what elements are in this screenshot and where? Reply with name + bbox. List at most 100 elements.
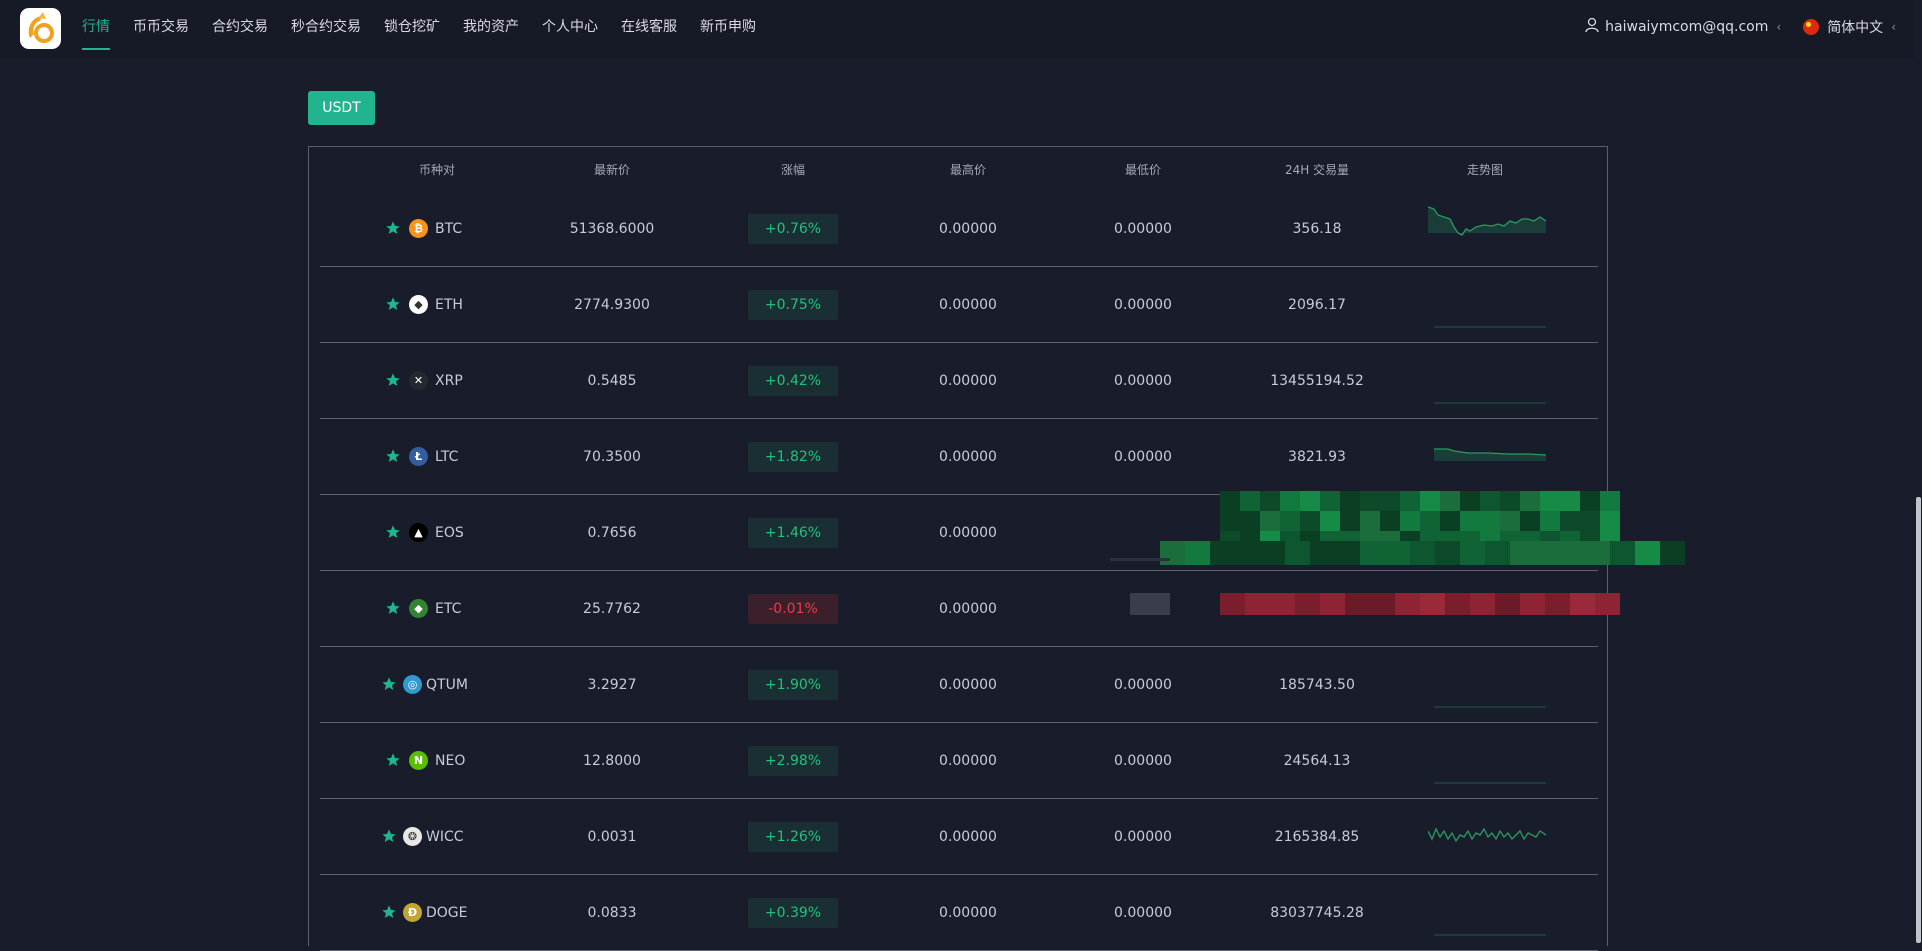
volume-cell: 185743.50: [1279, 677, 1355, 693]
favorite-star-icon[interactable]: [381, 828, 397, 844]
nav-item-0[interactable]: 行情: [82, 0, 110, 58]
favorite-star-icon[interactable]: [385, 296, 401, 312]
user-email[interactable]: haiwaiymcom@qq.com: [1605, 19, 1769, 35]
low-cell: 0.00000: [1114, 449, 1172, 465]
favorite-star-icon[interactable]: [381, 676, 397, 692]
coin-symbol[interactable]: QTUM: [426, 677, 468, 693]
volume-cell: 2165384.85: [1274, 829, 1360, 845]
chevron-left-icon[interactable]: ‹: [1776, 20, 1782, 34]
favorite-star-icon[interactable]: [385, 600, 401, 616]
table-row[interactable]: ▲ EOS 0.7656 0.00000 +1.46%: [320, 495, 1598, 571]
ltc-coin-icon: Ł: [409, 447, 428, 466]
nav-item-6[interactable]: 个人中心: [542, 19, 598, 35]
qtum-coin-icon: ◎: [403, 675, 422, 694]
nav-item-1[interactable]: 币币交易: [133, 19, 189, 35]
high-cell: 0.00000: [939, 373, 997, 389]
mosaic-block: [1660, 541, 1685, 565]
high-cell: 0.00000: [939, 677, 997, 693]
table-header: 币种对 最新价 涨幅 最高价 最低价 24H 交易量 走势图: [309, 147, 1609, 191]
brand-logo[interactable]: [20, 8, 61, 49]
low-cell: 0.00000: [1114, 373, 1172, 389]
coin-symbol[interactable]: ETC: [435, 601, 462, 617]
sparkline-line: [1428, 206, 1547, 236]
wicc-coin-icon: ❂: [403, 827, 422, 846]
price-cell: 51368.6000: [569, 221, 655, 237]
nav-item-7[interactable]: 在线客服: [621, 19, 677, 35]
change-badge: +1.46%: [748, 518, 838, 548]
nav-item-4[interactable]: 锁仓挖矿: [384, 19, 440, 35]
price-cell: 0.7656: [587, 525, 637, 541]
high-cell: 0.00000: [939, 905, 997, 921]
change-badge: +0.76%: [748, 214, 838, 244]
table-row[interactable]: Đ DOGE 0.0833 0.00000 0.00000 83037745.28 +0.3…: [320, 875, 1598, 951]
price-cell: 0.0031: [587, 829, 637, 845]
volume-cell: 13455194.52: [1270, 373, 1364, 389]
low-cell: 0.00000: [1114, 905, 1172, 921]
coin-symbol[interactable]: WICC: [426, 829, 464, 845]
market-table: 币种对 最新价 涨幅 最高价 最低价 24H 交易量 走势图 ₿ BTC 51368.6000 0…: [308, 146, 1609, 951]
column-header: 最低价: [1124, 163, 1162, 177]
nav-item-2[interactable]: 合约交易: [212, 19, 268, 35]
mosaic-block: [1610, 541, 1635, 565]
change-badge: +2.98%: [748, 746, 838, 776]
price-cell: 0.5485: [587, 373, 637, 389]
high-cell: 0.00000: [939, 829, 997, 845]
favorite-star-icon[interactable]: [385, 524, 401, 540]
coin-symbol[interactable]: EOS: [435, 525, 464, 541]
nav-item-5[interactable]: 我的资产: [463, 19, 519, 35]
table-row[interactable]: ✕ XRP 0.5485 0.00000 0.00000 13455194.52 +0.42…: [320, 343, 1598, 419]
table-row[interactable]: Ł LTC 70.3500 0.00000 0.00000 3821.93 +1.82%: [320, 419, 1598, 495]
top-navbar: 行情 币币交易 合约交易 秒合约交易 锁仓挖矿 我的资产 个人中心 在线客服 新币申购 haiw…: [0, 0, 1922, 58]
volume-cell: 356.18: [1292, 221, 1342, 237]
nav-item-3[interactable]: 秒合约交易: [291, 19, 361, 35]
user-area: haiwaiymcom@qq.com ‹ 简体中文 ‹: [1585, 0, 1896, 54]
main-nav: 行情 币币交易 合约交易 秒合约交易 锁仓挖矿 我的资产 个人中心 在线客服 新币申购: [82, 0, 779, 58]
table-row[interactable]: ◆ ETH 2774.9300 0.00000 0.00000 2096.17 +0.75%: [320, 267, 1598, 343]
page-scrollbar[interactable]: [1914, 0, 1922, 943]
chevron-left-icon[interactable]: ‹: [1891, 20, 1896, 34]
low-cell: 0.00000: [1114, 221, 1172, 237]
high-cell: 0.00000: [939, 601, 997, 617]
favorite-star-icon[interactable]: [381, 904, 397, 920]
price-cell: 2774.9300: [574, 297, 650, 313]
table-row[interactable]: ◎ QTUM 3.2927 0.00000 0.00000 185743.50 +1.90%: [320, 647, 1598, 723]
sparkline-chart: [1428, 827, 1547, 843]
coin-symbol[interactable]: XRP: [435, 373, 463, 389]
price-cell: 25.7762: [583, 601, 641, 617]
favorite-star-icon[interactable]: [385, 220, 401, 236]
low-cell: 0.00000: [1114, 829, 1172, 845]
coin-symbol[interactable]: ETH: [435, 297, 463, 313]
table-row[interactable]: N NEO 12.8000 0.00000 0.00000 24564.13 +2.98%: [320, 723, 1598, 799]
column-header: 走势图: [1466, 163, 1504, 177]
language-selector[interactable]: 简体中文: [1827, 20, 1884, 36]
coin-symbol[interactable]: LTC: [435, 449, 459, 465]
sparkline-line: [1428, 827, 1547, 843]
table-row[interactable]: ◆ ETC 25.7762 0.00000 0.0 -0.01%: [320, 571, 1598, 647]
change-badge: +0.39%: [748, 898, 838, 928]
high-cell: 0.00000: [939, 221, 997, 237]
nav-item-8[interactable]: 新币申购: [700, 19, 756, 35]
favorite-star-icon[interactable]: [385, 752, 401, 768]
favorite-star-icon[interactable]: [385, 372, 401, 388]
low-cell: 0.00000: [1114, 753, 1172, 769]
user-icon[interactable]: [1585, 17, 1599, 37]
sparkline-line: [1434, 448, 1547, 456]
coin-symbol[interactable]: BTC: [435, 221, 463, 237]
table-row[interactable]: ❂ WICC 0.0031 0.00000 0.00000 2165384.85 +1.26…: [320, 799, 1598, 875]
table-row[interactable]: ₿ BTC 51368.6000 0.00000 0.00000 356.18 +0.76%: [320, 191, 1598, 267]
scrollbar-thumb[interactable]: [1916, 497, 1921, 943]
sparkline-chart: [1434, 402, 1546, 404]
btc-coin-icon: ₿: [409, 219, 428, 238]
price-cell: 70.3500: [583, 449, 641, 465]
price-cell: 12.8000: [583, 753, 641, 769]
volume-cell: 83037745.28: [1270, 905, 1364, 921]
sparkline-area: [1428, 207, 1546, 235]
favorite-star-icon[interactable]: [385, 448, 401, 464]
usdt-market-tab[interactable]: USDT: [308, 91, 375, 125]
neo-coin-icon: N: [409, 751, 428, 770]
coin-symbol[interactable]: DOGE: [426, 905, 468, 921]
high-cell: 0.00000: [939, 525, 997, 541]
coin-symbol[interactable]: NEO: [435, 753, 466, 769]
column-header: 币种对: [418, 163, 456, 177]
sparkline-chart: [1434, 326, 1546, 328]
